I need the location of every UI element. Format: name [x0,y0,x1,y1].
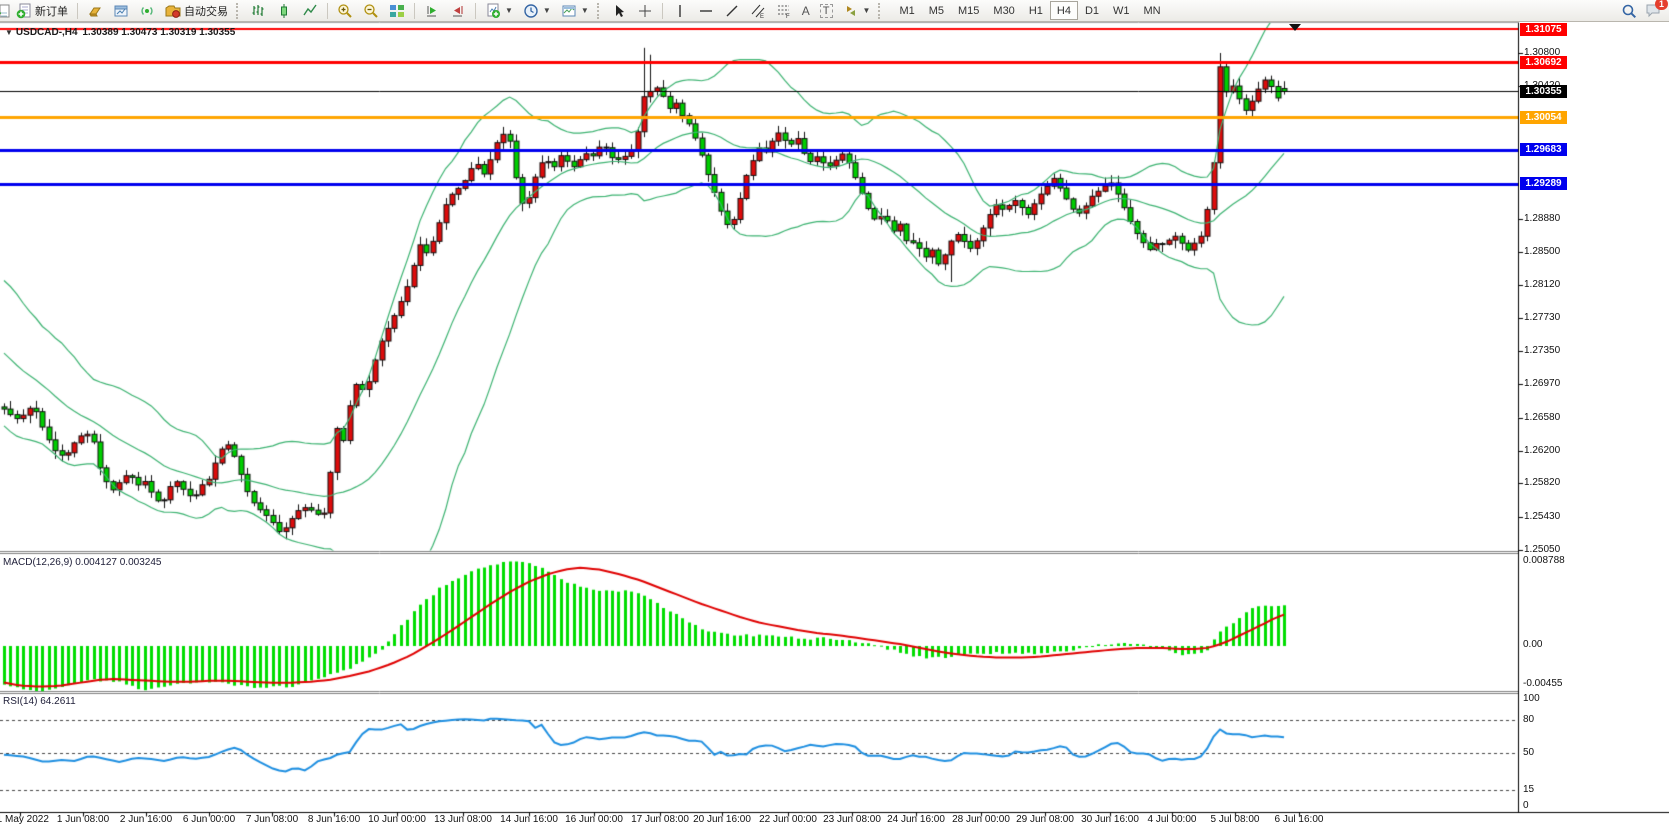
rsi-name: RSI(14) [3,696,38,707]
new-order-icon [16,3,32,19]
notifications-button[interactable]: 1 [1645,0,1668,20]
collapse-triangle-icon[interactable]: ▼ [5,28,13,37]
clipped-toolbar-icon: + [0,3,10,20]
chevron-down-icon: ▼ [542,6,551,15]
macd-values: 0.004127 0.003245 [75,557,162,568]
gold-panel-icon [87,3,103,19]
arrows-icon [843,3,859,19]
gold-panel-button[interactable] [83,1,107,20]
channel-tool-button[interactable]: E [746,1,770,20]
autotrade-button[interactable]: 自动交易 [161,1,232,20]
vline-icon [672,3,688,19]
zoom-in-button[interactable] [333,1,357,20]
zoom-out-icon [363,3,379,19]
timeframe-mn-button[interactable]: MN [1137,1,1168,20]
timeframe-m15-button[interactable]: M15 [951,1,986,20]
fibonacci-tool-button[interactable]: F [772,1,796,20]
cursor-button[interactable] [607,1,631,20]
chart-ohlc-values: 1.30389 1.30473 1.30319 1.30355 [82,27,236,38]
timeframe-h1-button[interactable]: H1 [1022,1,1050,20]
new-order-button[interactable]: 新订单 [12,1,72,20]
timeframe-m1-button[interactable]: M1 [892,1,921,20]
new-order-label: 新订单 [35,5,68,18]
chevron-down-icon: ▼ [862,6,871,15]
svg-text:+: + [0,8,1,19]
hline-icon [698,3,714,19]
zoom-out-button[interactable] [359,1,383,20]
tile-windows-button[interactable] [385,1,409,20]
notification-count-badge: 1 [1654,0,1668,10]
periods-icon [523,3,539,19]
timeframe-d1-button[interactable]: D1 [1078,1,1106,20]
text-icon: A [801,3,810,18]
timeframe-h4-button[interactable]: H4 [1049,1,1078,20]
signal-button[interactable] [135,1,159,20]
auto-scroll-button[interactable] [420,1,444,20]
vline-tool-button[interactable] [668,1,692,20]
rsi-value: 64.2611 [40,696,76,707]
timeframe-m30-button[interactable]: M30 [986,1,1021,20]
candlestick-icon [276,3,292,19]
tile-windows-icon [389,3,405,19]
macd-indicator-label: MACD(12,26,9) 0.004127 0.003245 [3,557,161,568]
label-tool-button[interactable]: T [816,1,837,20]
chart-symbol-label: USDCAD-,H4 [15,27,78,38]
chevron-down-icon: ▼ [580,6,589,15]
search-icon[interactable] [1621,3,1637,19]
candlestick-button[interactable] [272,1,296,20]
chart-title: ▼ USDCAD-,H4 1.30389 1.30473 1.30319 1.30… [5,27,237,38]
chart-shift-marker[interactable] [1289,24,1301,31]
bar-chart-icon [250,3,266,19]
text-tool-button[interactable]: A [798,1,814,20]
svg-text:F: F [786,14,790,19]
label-icon: T [819,3,833,18]
channel-icon: E [750,3,766,20]
chart-shift-button[interactable] [446,1,470,20]
timeframe-group: M1 M5 M15 M30 H1 H4 D1 W1 MN [892,1,1167,20]
indicators-button[interactable]: ▼ [481,1,517,20]
chart-window-button[interactable] [109,1,133,20]
timeframe-m5-button[interactable]: M5 [922,1,951,20]
periods-button[interactable]: ▼ [519,1,555,20]
timeframe-w1-button[interactable]: W1 [1106,1,1137,20]
trendline-icon [724,3,740,19]
chevron-down-icon: ▼ [505,6,513,15]
hline-tool-button[interactable] [694,1,718,20]
autotrade-icon [165,3,181,19]
zoom-in-icon [337,3,353,19]
toolbar: + 新订单 自动交易 [0,0,1669,22]
chart-shift-icon [450,3,466,19]
templates-button[interactable]: ▼ [557,1,593,20]
svg-text:E: E [760,14,764,19]
signal-icon [139,3,155,19]
line-chart-button[interactable] [298,1,322,20]
templates-icon [561,3,577,19]
macd-name: MACD(12,26,9) [3,557,73,568]
arrows-tool-button[interactable]: ▼ [839,1,875,20]
rsi-indicator-label: RSI(14) 64.2611 [3,696,76,707]
auto-scroll-icon [424,3,440,19]
bar-chart-button[interactable] [246,1,270,20]
trendline-tool-button[interactable] [720,1,744,20]
fibonacci-icon: F [776,3,792,20]
autotrade-label: 自动交易 [184,5,228,18]
crosshair-button[interactable] [633,1,657,20]
line-chart-icon [302,3,318,19]
crosshair-icon [637,3,653,19]
chart-window-icon [113,3,129,19]
cursor-icon [611,3,627,19]
indicators-icon [485,3,501,19]
